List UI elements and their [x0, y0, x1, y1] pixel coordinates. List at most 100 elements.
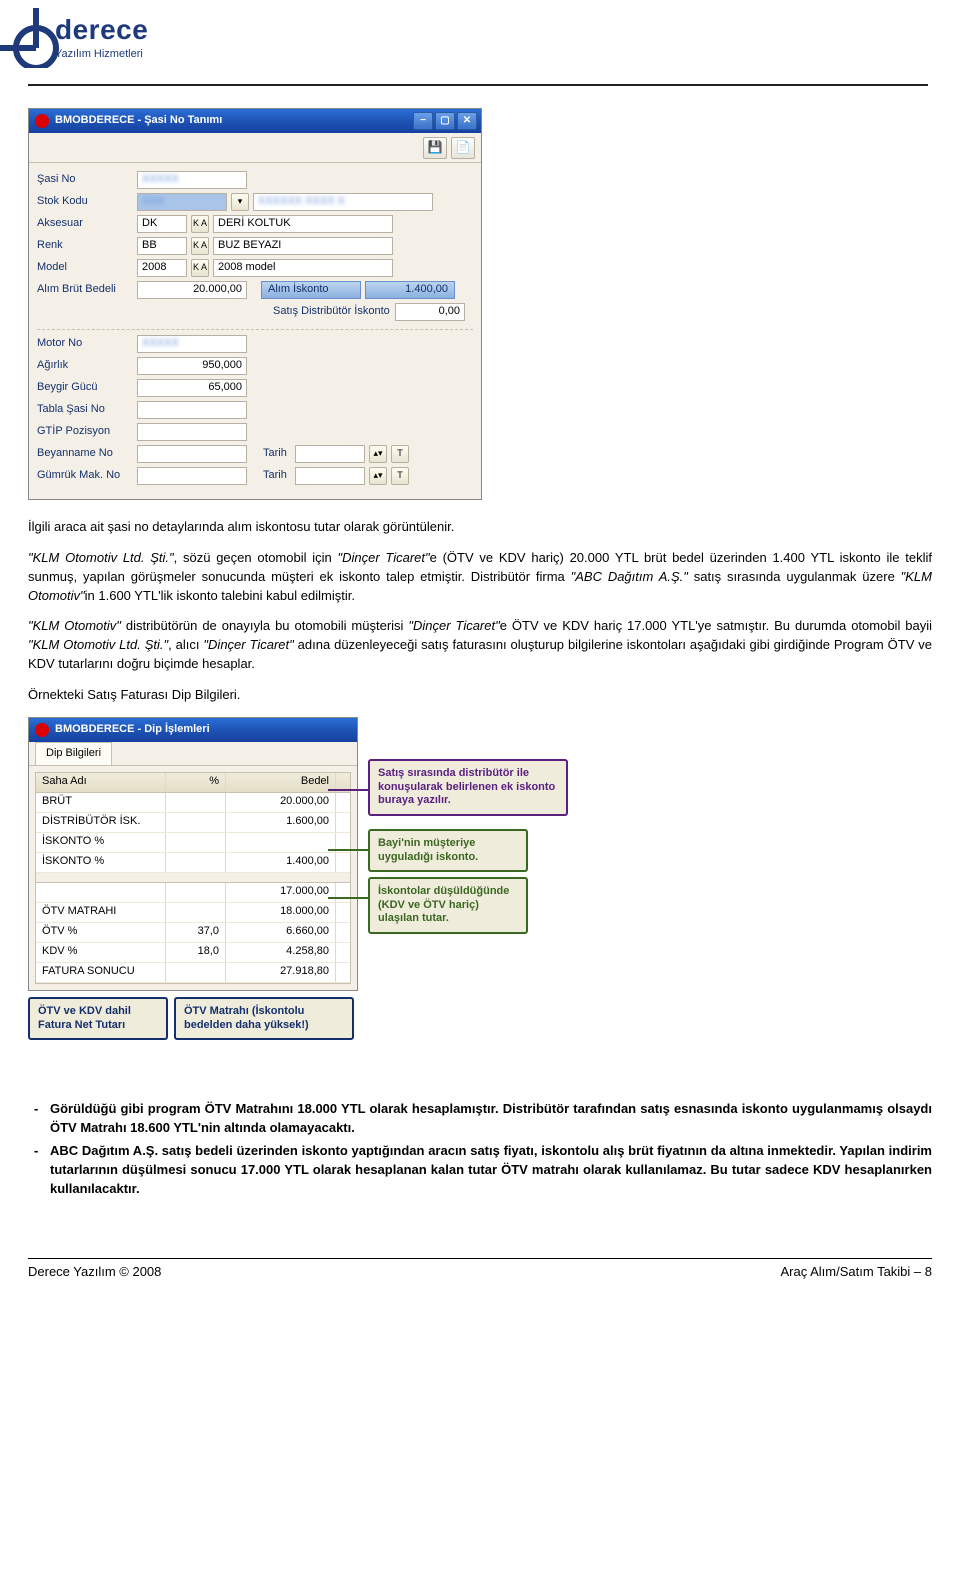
paragraph-1: İlgili araca ait şasi no detaylarında al… — [28, 518, 932, 537]
label-stok-kodu: Stok Kodu — [37, 194, 133, 210]
grid-row: BRÜT20.000,00 — [36, 793, 350, 813]
label-alim-iskonto: Alım İskonto — [261, 281, 361, 299]
input-stok-kodu[interactable]: XXX — [137, 193, 227, 211]
dip-islemleri-area: BMOBDERECE - Dip İşlemleri Dip Bilgileri… — [28, 717, 668, 1041]
col-bedel: Bedel — [226, 773, 336, 792]
grid-row: DİSTRİBÜTÖR İSK.1.600,00 — [36, 813, 350, 833]
input-aksesuar-code[interactable]: DK — [137, 215, 187, 233]
page-footer: Derece Yazılım © 2008 Araç Alım/Satım Ta… — [28, 1258, 932, 1282]
cell: 37,0 — [166, 923, 226, 942]
maximize-button[interactable]: ▢ — [435, 112, 455, 130]
input-gtip[interactable] — [137, 423, 247, 441]
callout-fatura-net: ÖTV ve KDV dahil Fatura Net Tutarı — [28, 997, 168, 1041]
value-alim-iskonto: 1.400,00 — [365, 281, 455, 299]
t-button[interactable]: T — [391, 467, 409, 485]
cell: 1.400,00 — [226, 853, 336, 872]
ka-button[interactable]: K A — [191, 259, 209, 277]
date-spinner[interactable]: ▴▾ — [369, 445, 387, 463]
cell — [166, 883, 226, 902]
text: "Dinçer Ticaret" — [337, 550, 429, 565]
label-model: Model — [37, 260, 133, 276]
grid-row: İSKONTO % — [36, 833, 350, 853]
grid-row: ÖTV MATRAHI18.000,00 — [36, 903, 350, 923]
text: distribütörün de onayıyla bu otomobili m… — [121, 618, 408, 633]
cell: KDV % — [36, 943, 166, 962]
input-beygir[interactable]: 65,000 — [137, 379, 247, 397]
arrow — [328, 789, 368, 791]
dip-grid: Saha Adı % Bedel BRÜT20.000,00DİSTRİBÜTÖ… — [35, 772, 351, 984]
cell — [166, 833, 226, 852]
label-aksesuar: Aksesuar — [37, 216, 133, 232]
cell — [166, 853, 226, 872]
cell: İSKONTO % — [36, 853, 166, 872]
cell: 18,0 — [166, 943, 226, 962]
save-icon[interactable]: 💾 — [423, 137, 447, 159]
label-sasi-no: Şasi No — [37, 172, 133, 188]
cell: 4.258,80 — [226, 943, 336, 962]
input-model-text: 2008 model — [213, 259, 393, 277]
text: , sözü geçen otomobil için — [174, 550, 338, 565]
separator — [37, 326, 473, 330]
t-button[interactable]: T — [391, 445, 409, 463]
label-tarih: Tarih — [251, 446, 291, 462]
tab-dip-bilgileri[interactable]: Dip Bilgileri — [35, 742, 112, 765]
label-beyanname: Beyanname No — [37, 446, 133, 462]
cell: 6.660,00 — [226, 923, 336, 942]
label-gumruk: Gümrük Mak. No — [37, 468, 133, 484]
ka-button[interactable]: K A — [191, 215, 209, 233]
input-renk-text: BUZ BEYAZI — [213, 237, 393, 255]
input-gumruk[interactable] — [137, 467, 247, 485]
input-tabla-sasi[interactable] — [137, 401, 247, 419]
grid-row: ÖTV %37,06.660,00 — [36, 923, 350, 943]
minimize-button[interactable]: − — [413, 112, 433, 130]
input-sasi-no[interactable]: XXXXX — [137, 171, 247, 189]
input-gumruk-tarih[interactable] — [295, 467, 365, 485]
lookup-button[interactable]: ▾ — [231, 193, 249, 211]
label-tarih: Tarih — [251, 468, 291, 484]
grid-row: KDV %18,04.258,80 — [36, 943, 350, 963]
text: "KLM Otomotiv Ltd. Şti." — [28, 550, 174, 565]
input-model-code[interactable]: 2008 — [137, 259, 187, 277]
footer-left: Derece Yazılım © 2008 — [28, 1263, 161, 1282]
text: "ABC Dağıtım A.Ş." — [571, 569, 688, 584]
cell: İSKONTO % — [36, 833, 166, 852]
text: "KLM Otomotiv Ltd. Şti." — [28, 637, 168, 652]
input-agirlik[interactable]: 950,000 — [137, 357, 247, 375]
grid-row: FATURA SONUCU 27.918,80 — [36, 963, 350, 983]
grid-header: Saha Adı % Bedel — [36, 773, 350, 793]
bullet-2: ABC Dağıtım A.Ş. satış bedeli üzerinden … — [28, 1142, 932, 1199]
cell — [226, 833, 336, 852]
cell: 27.918,80 — [226, 963, 336, 982]
label-gtip: GTİP Pozisyon — [37, 424, 133, 440]
app-icon — [35, 114, 49, 128]
cell: 18.000,00 — [226, 903, 336, 922]
cell — [166, 813, 226, 832]
cell: FATURA SONUCU — [36, 963, 166, 982]
footer-right: Araç Alım/Satım Takibi – 8 — [781, 1263, 933, 1282]
input-satis-dist-iskonto[interactable]: 0,00 — [395, 303, 465, 321]
window-titlebar: BMOBDERECE - Şasi No Tanımı − ▢ ✕ — [29, 109, 481, 133]
sasi-no-tanimi-window: BMOBDERECE - Şasi No Tanımı − ▢ ✕ 💾 📄 Şa… — [28, 108, 482, 500]
col-saha-adi: Saha Adı — [36, 773, 166, 792]
grid-row: 17.000,00 — [36, 883, 350, 903]
date-spinner[interactable]: ▴▾ — [369, 467, 387, 485]
ka-button[interactable]: K A — [191, 237, 209, 255]
cell — [36, 883, 166, 902]
label-agirlik: Ağırlık — [37, 358, 133, 374]
print-icon[interactable]: 📄 — [451, 137, 475, 159]
input-alim-brut[interactable]: 20.000,00 — [137, 281, 247, 299]
callout-bayi-iskonto: Bayi'nin müşteriye uyguladığı iskonto. — [368, 829, 528, 873]
input-renk-code[interactable]: BB — [137, 237, 187, 255]
input-motor-no[interactable]: XXXXX — [137, 335, 247, 353]
page-logo: derece Yazılım Hizmetleri — [0, 0, 960, 80]
input-beyanname-tarih[interactable] — [295, 445, 365, 463]
arrow — [328, 849, 368, 851]
text: e ÖTV ve KDV hariç 17.000 YTL'ye satmışt… — [500, 618, 932, 633]
label-beygir: Beygir Gücü — [37, 380, 133, 396]
cell — [166, 963, 226, 982]
tab-bar: Dip Bilgileri — [29, 742, 357, 766]
app-icon — [35, 723, 49, 737]
input-beyanname[interactable] — [137, 445, 247, 463]
label-renk: Renk — [37, 238, 133, 254]
close-button[interactable]: ✕ — [457, 112, 477, 130]
